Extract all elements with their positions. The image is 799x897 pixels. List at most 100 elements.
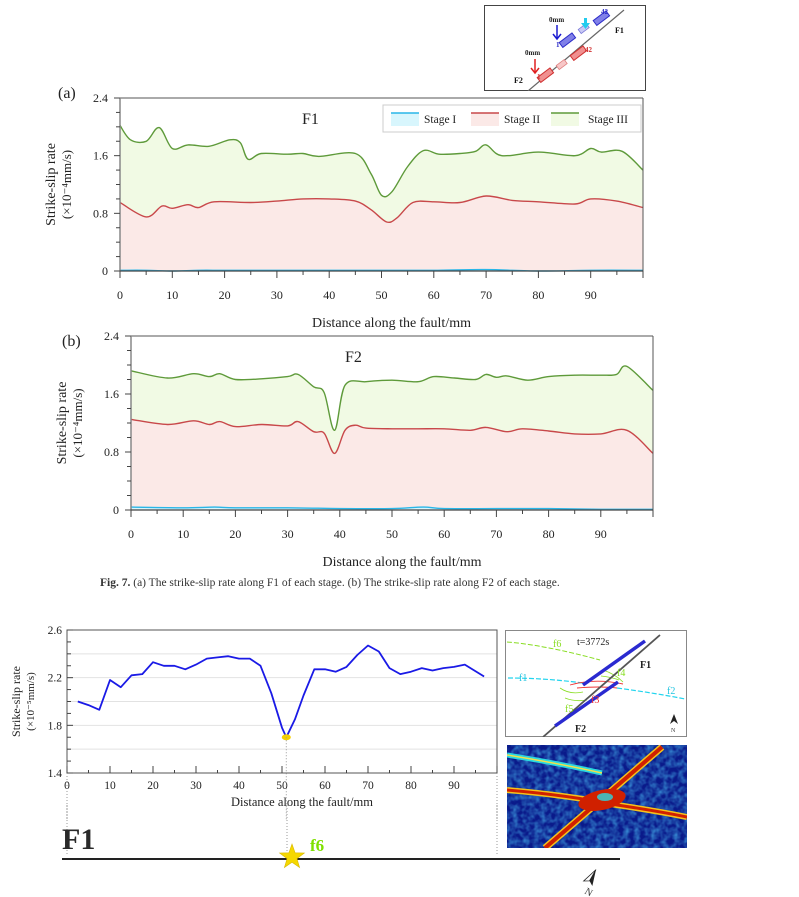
x-tick-label: 70 bbox=[480, 288, 492, 302]
f2-end-index: 42 bbox=[585, 46, 593, 54]
f4-fracture-label: f4 bbox=[617, 668, 625, 679]
chart-a-f1-stages: 0 0.8 1.6 2.4 0 10 20 30 40 50 60 70 80 90 Distance al… bbox=[44, 85, 644, 330]
f1-fracture-label: f1 bbox=[519, 673, 527, 684]
f2-segments bbox=[536, 45, 588, 84]
y-axis-label: Strike-slip rate bbox=[9, 666, 23, 737]
time-label: t=3772s bbox=[577, 637, 609, 648]
area-fill-stage-ii bbox=[131, 419, 653, 510]
f2-fault-segment bbox=[553, 680, 620, 728]
rupture-star-icon bbox=[278, 843, 306, 869]
f1-zero-label: 0mm bbox=[549, 16, 564, 24]
x-tick-label: 90 bbox=[448, 780, 460, 792]
heatmap-band-f6-core bbox=[507, 754, 603, 774]
y-axis-unit-label: (×10⁻⁴mm/s) bbox=[59, 150, 74, 219]
chart-title: F2 bbox=[345, 349, 362, 366]
fracture-f2 bbox=[616, 687, 686, 700]
x-tick-label: 10 bbox=[104, 780, 116, 792]
x-tick-label: 10 bbox=[177, 527, 189, 541]
y-tick-label: 0.8 bbox=[104, 445, 119, 459]
y-tick-label: 2.6 bbox=[48, 625, 63, 637]
legend-swatch bbox=[471, 113, 499, 126]
x-tick-label: 40 bbox=[233, 780, 245, 792]
chart-title: F1 bbox=[302, 111, 319, 128]
north-label: N bbox=[583, 886, 595, 897]
y-tick-label: 0 bbox=[113, 503, 119, 517]
inset-f1-label: F1 bbox=[640, 660, 651, 671]
f1-segments bbox=[558, 10, 611, 49]
legend-swatch bbox=[391, 113, 419, 126]
fault-schematic-inset: 0mm 0mm 1 42 1 42 F1 F2 bbox=[484, 5, 646, 91]
damage-heatmap-image bbox=[507, 745, 687, 848]
f1-segment bbox=[592, 10, 611, 27]
x-tick-label: 40 bbox=[323, 288, 335, 302]
series-line-stage-ii bbox=[119, 195, 644, 224]
y-axis-unit-label: (×10⁻⁴mm/s) bbox=[70, 388, 85, 457]
x-tick-label: 0 bbox=[128, 527, 134, 541]
f1-start-index: 1 bbox=[556, 41, 560, 49]
f2-start-arrow-icon bbox=[530, 59, 540, 75]
y-axis-unit-label: (×10⁻⁵mm/s) bbox=[25, 672, 37, 731]
chart-b-f2-stages: 0 0.8 1.6 2.4 0 10 20 30 40 50 60 70 80 90 Distance al… bbox=[55, 329, 654, 570]
x-tick-label: 30 bbox=[190, 780, 202, 792]
chart-c-f1-rate: 1.41.82.22.60102030405060708090Distance … bbox=[9, 625, 498, 820]
x-tick-label: 60 bbox=[319, 780, 331, 792]
legend: Stage I Stage II Stage III bbox=[382, 104, 642, 133]
fracture-f6 bbox=[506, 641, 601, 661]
f1-label: F1 bbox=[615, 26, 624, 35]
x-tick-label: 0 bbox=[117, 288, 123, 302]
y-tick-label: 0 bbox=[102, 264, 108, 278]
legend-box bbox=[382, 104, 642, 133]
x-tick-label: 90 bbox=[585, 288, 597, 302]
x-tick-label: 20 bbox=[229, 527, 241, 541]
x-tick-label: 50 bbox=[376, 288, 388, 302]
f1-start-arrow-icon bbox=[552, 25, 562, 41]
x-tick-label: 70 bbox=[490, 527, 502, 541]
inset-frame bbox=[505, 630, 687, 737]
series-line-stage-ii bbox=[130, 418, 654, 455]
f3-fracture-label: f3 bbox=[591, 695, 599, 706]
y-tick-label: 1.4 bbox=[48, 768, 63, 780]
x-tick-label: 30 bbox=[282, 527, 294, 541]
figure-caption: Fig. 7. (a) The strike-slip rate along F… bbox=[100, 577, 560, 589]
series-line-stage-iii bbox=[130, 365, 654, 432]
x-tick-label: 60 bbox=[428, 288, 440, 302]
fracture-map-inset: t=3772s F1 F2 f1 f2 f3 f4 f5 f6 N bbox=[505, 630, 687, 737]
heatmap-core-spot bbox=[597, 793, 613, 801]
north-arrow-icon bbox=[582, 869, 597, 886]
f1-marker-arrow-icon bbox=[581, 18, 590, 29]
f5-fracture-label: f5 bbox=[565, 704, 573, 715]
x-tick-label: 60 bbox=[438, 527, 450, 541]
f2-segment bbox=[569, 45, 588, 62]
x-tick-label: 20 bbox=[147, 780, 159, 792]
x-tick-label: 50 bbox=[386, 527, 398, 541]
y-axis-label: Strike-slip rate bbox=[55, 382, 70, 465]
north-arrow-icon bbox=[670, 714, 678, 724]
f2-segment bbox=[536, 67, 555, 84]
f6-fracture-label: f6 bbox=[553, 639, 561, 650]
fault-strip: F1 f6 N bbox=[62, 805, 620, 897]
figure-label: Fig. 7. bbox=[100, 577, 131, 589]
y-tick-label: 0.8 bbox=[93, 206, 108, 220]
y-tick-label: 2.4 bbox=[93, 91, 108, 105]
x-tick-label: 20 bbox=[219, 288, 231, 302]
fault-label: F1 bbox=[62, 823, 95, 856]
legend-label: Stage I bbox=[424, 114, 456, 126]
x-axis-label: Distance along the fault/mm bbox=[312, 316, 471, 330]
f2-start-index: 1 bbox=[537, 73, 541, 81]
y-tick-label: 1.8 bbox=[48, 720, 63, 732]
f6-marker-label: f6 bbox=[310, 836, 324, 855]
x-tick-label: 90 bbox=[595, 527, 607, 541]
panel-label: (b) bbox=[62, 333, 81, 350]
legend-label: Stage II bbox=[504, 114, 540, 126]
x-tick-label: 40 bbox=[334, 527, 346, 541]
x-tick-label: 80 bbox=[405, 780, 417, 792]
series-line-stage-i bbox=[130, 506, 654, 511]
north-label: N bbox=[671, 728, 676, 734]
x-axis-label: Distance along the fault/mm bbox=[322, 555, 481, 570]
figure-caption-text: (a) The strike-slip rate along F1 of eac… bbox=[133, 577, 560, 589]
f1-fault-segment bbox=[581, 639, 647, 687]
f1-segment bbox=[558, 32, 577, 49]
y-tick-label: 1.6 bbox=[104, 387, 119, 401]
series-line-f1 bbox=[77, 644, 485, 739]
f1-end-index: 42 bbox=[601, 8, 609, 16]
